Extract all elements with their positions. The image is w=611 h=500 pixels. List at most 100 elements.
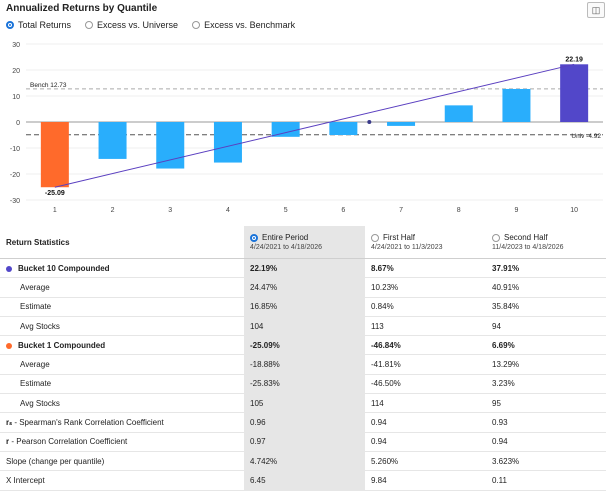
col-first-half-label: First Half (383, 233, 415, 242)
table-row: Bucket 1 Compounded -25.09% -46.84% 6.69% (0, 335, 606, 356)
bar (271, 122, 300, 137)
row-label-text: X Intercept (6, 475, 45, 485)
bar (444, 105, 473, 122)
table-title: Return Statistics (0, 226, 244, 259)
table-cell: 104 (244, 316, 365, 337)
row-label-text: Average (20, 360, 50, 370)
bar (98, 122, 127, 159)
bar (560, 64, 589, 122)
row-label-text: Avg Stocks (20, 321, 60, 331)
table-header-row: Return Statistics Entire Period 4/24/202… (0, 226, 606, 259)
y-tick-label: 20 (12, 68, 20, 75)
bar (329, 122, 358, 135)
series-dot-icon (6, 265, 12, 272)
table-cell: -46.50% (365, 374, 486, 395)
col-entire-period-radio[interactable] (250, 233, 258, 242)
table-cell: 40.91% (486, 277, 606, 298)
export-icon[interactable]: ◫ (587, 2, 605, 18)
radio-total-returns[interactable]: Total Returns (6, 20, 71, 30)
x-tick-label: 10 (570, 207, 578, 214)
table-cell: 3.23% (486, 374, 606, 395)
row-label-text: Estimate (20, 379, 52, 389)
table-cell: 95 (486, 393, 606, 414)
table-cell: 6.45 (244, 470, 365, 491)
col-first-half-dates: 4/24/2021 to 11/3/2023 (371, 244, 443, 251)
table-cell: 105 (244, 393, 365, 414)
x-tick-label: 4 (226, 207, 230, 214)
radio-total-returns-dot (6, 21, 14, 29)
table-cell: 0.96 (244, 412, 365, 433)
table-row: Estimate -25.83% -46.50% 3.23% (0, 374, 606, 395)
table-cell: 6.69% (486, 335, 606, 356)
return-statistics-table: Return Statistics Entire Period 4/24/202… (0, 226, 606, 491)
table-cell: -25.83% (244, 374, 365, 395)
table-cell: 9.84 (365, 470, 486, 491)
col-entire-period-dates: 4/24/2021 to 4/18/2026 (250, 244, 323, 251)
table-cell: -18.88% (244, 354, 365, 375)
table-cell: 8.67% (365, 258, 486, 279)
row-label: Avg Stocks (0, 316, 244, 337)
x-tick-label: 6 (341, 207, 345, 214)
table-cell: 0.97 (244, 432, 365, 452)
col-second-half[interactable]: Second Half 11/4/2023 to 4/18/2026 (486, 226, 606, 259)
col-second-half-radio[interactable] (492, 233, 500, 242)
row-label-prefix: r (6, 437, 10, 447)
bar (156, 122, 185, 169)
x-tick-label: 8 (457, 207, 461, 214)
radio-excess-benchmark[interactable]: Excess vs. Benchmark (192, 20, 295, 30)
x-tick-label: 1 (53, 207, 57, 214)
table-row: Slope (change per quantile) 4.742% 5.260% 3… (0, 451, 606, 472)
x-tick-label: 7 (399, 207, 403, 214)
row-label: Bucket 10 Compounded (0, 258, 244, 279)
table-row: Average -18.88% -41.81% 13.29% (0, 354, 606, 375)
y-tick-label: 10 (12, 94, 20, 101)
col-first-half-radio[interactable] (371, 233, 379, 242)
table-cell: 0.94 (486, 432, 606, 452)
table-row: rₛ - Spearman's Rank Correlation Coeffic… (0, 412, 606, 433)
col-entire-period[interactable]: Entire Period 4/24/2021 to 4/18/2026 (244, 226, 365, 259)
row-label: Bucket 1 Compounded (0, 335, 244, 356)
x-tick-label: 2 (111, 207, 115, 214)
benchmark-label: Bench 12.73 (30, 82, 67, 89)
table-cell: 24.47% (244, 277, 365, 298)
table-row: r - Pearson Correlation Coefficient 0.97 0… (0, 432, 606, 452)
table-cell: -25.09% (244, 335, 365, 356)
row-label-text: Estimate (20, 302, 52, 312)
table-cell: 13.29% (486, 354, 606, 375)
row-label-prefix: rₛ (6, 418, 13, 428)
table-cell: 10.23% (365, 277, 486, 298)
radio-excess-benchmark-dot (192, 21, 201, 29)
table-cell: 0.11 (486, 470, 606, 491)
row-label: Average (0, 354, 244, 375)
table-row: Avg Stocks 105 114 95 (0, 393, 606, 414)
table-cell: 0.84% (365, 297, 486, 317)
series-dot-icon (6, 342, 12, 349)
table-row: X Intercept 6.45 9.84 0.11 (0, 470, 606, 491)
table-row: Bucket 10 Compounded 22.19% 8.67% 37.91% (0, 258, 606, 279)
table-cell: 0.93 (486, 412, 606, 433)
bar (502, 88, 531, 122)
y-tick-label: 0 (16, 120, 20, 127)
table-cell: 16.85% (244, 297, 365, 317)
row-label: rₛ - Spearman's Rank Correlation Coeffic… (0, 412, 244, 433)
table-cell: -41.81% (365, 354, 486, 375)
radio-excess-universe-label: Excess vs. Universe (97, 20, 179, 30)
y-tick-label: -30 (10, 198, 20, 205)
y-tick-label: -20 (10, 172, 20, 179)
table-cell: 5.260% (365, 451, 486, 472)
row-label-text: Bucket 1 Compounded (18, 340, 106, 350)
row-label-text: - Pearson Correlation Coefficient (9, 437, 128, 447)
x-intercept-marker (367, 120, 372, 124)
quantile-bar-chart: 30 20 10 0 -10 -20 -30 Bench 12.73 Univ -4.92 1 2 3… (10, 42, 603, 214)
table-cell: 114 (365, 393, 486, 414)
table-row: Average 24.47% 10.23% 40.91% (0, 277, 606, 298)
bar-data-label: 22.19 (565, 56, 583, 63)
x-tick-label: 5 (284, 207, 288, 214)
universe-label: Univ -4.92 (571, 133, 601, 140)
radio-excess-universe[interactable]: Excess vs. Universe (85, 20, 178, 30)
x-tick-label: 9 (514, 207, 518, 214)
col-first-half[interactable]: First Half 4/24/2021 to 11/3/2023 (365, 226, 486, 259)
table-cell: 22.19% (244, 258, 365, 279)
table-cell: 94 (486, 316, 606, 337)
table-cell: 3.623% (486, 451, 606, 472)
